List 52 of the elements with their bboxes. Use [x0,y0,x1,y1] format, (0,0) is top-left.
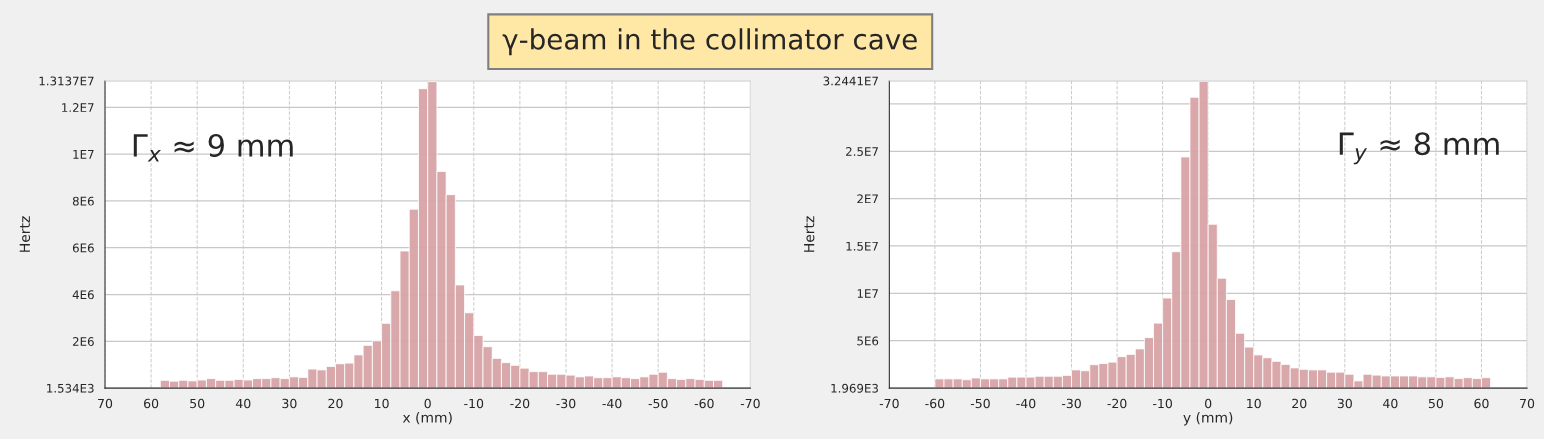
y-tick-label: 6E6 [72,243,94,253]
x-tick-label: 60 [1474,398,1489,409]
x-tick-label: 40 [235,398,251,409]
x-tick-label: -50 [648,398,668,409]
x-tick-label: 30 [282,398,297,409]
y-tick-label: 1E7 [857,289,878,298]
y-tick-label: 1E7 [73,150,94,159]
x-tick-label: 50 [190,398,205,409]
x-tick-label: -40 [602,398,622,409]
x-tick-label: 10 [1247,398,1261,409]
x-tick-label: -20 [1107,398,1127,409]
x-tick-label: -10 [1153,398,1173,409]
y-tick-label: 1.969E3 [831,383,878,393]
annotation: Γ$_{x}$ ≈ 9 mm [133,133,293,162]
x-tick-label: -40 [1016,398,1036,409]
x-tick-label: 70 [98,398,113,409]
x-tick-label: 70 [1520,398,1535,409]
x-axis-title: y (mm) [1183,411,1233,426]
x-tick-label: -20 [510,398,530,409]
y-tick-label: 2.5E7 [846,146,878,156]
y-tick-label: 2E7 [857,194,878,204]
x-tick-label: 0 [424,398,431,409]
y-tick-label: 1.2E7 [62,103,94,112]
x-tick-label: 20 [1292,398,1307,409]
y-tick-label: 8E6 [72,196,94,206]
y-tick-label: 3.2441E7 [823,76,878,86]
x-tick-label: -30 [556,398,576,409]
y-axis-title: Hertz [804,216,815,252]
x-axis-title: x (mm) [402,411,452,425]
y-tick-label: 2E6 [72,337,94,346]
x-tick-label: 30 [1337,398,1352,409]
x-tick-label: -60 [694,398,714,409]
chart-title: γ-beam in the collimator cave [502,28,917,56]
x-tick-label: 20 [328,398,343,409]
annotation: Γ$_{y}$ ≈ 8 mm [1339,132,1499,165]
x-tick-label: 60 [144,398,159,409]
x-tick-label: 10 [375,398,389,409]
x-tick-label: -10 [464,398,484,409]
y-axis-title: Hertz [19,216,31,252]
x-tick-label: -50 [970,398,990,409]
y-tick-label: 4E6 [72,290,94,300]
x-tick-label: -70 [879,398,899,409]
y-tick-label: 1.5E7 [846,241,878,251]
x-tick-label: 0 [1205,398,1212,409]
x-tick-label: 40 [1383,398,1398,409]
x-tick-label: -60 [925,398,945,409]
x-tick-label: 50 [1428,398,1444,409]
y-tick-label: 5E6 [857,336,879,346]
y-tick-label: 1.3137E7 [39,76,94,86]
y-tick-label: 1.534E3 [47,383,94,393]
x-tick-label: -30 [1061,398,1081,409]
x-tick-label: -70 [740,398,760,409]
